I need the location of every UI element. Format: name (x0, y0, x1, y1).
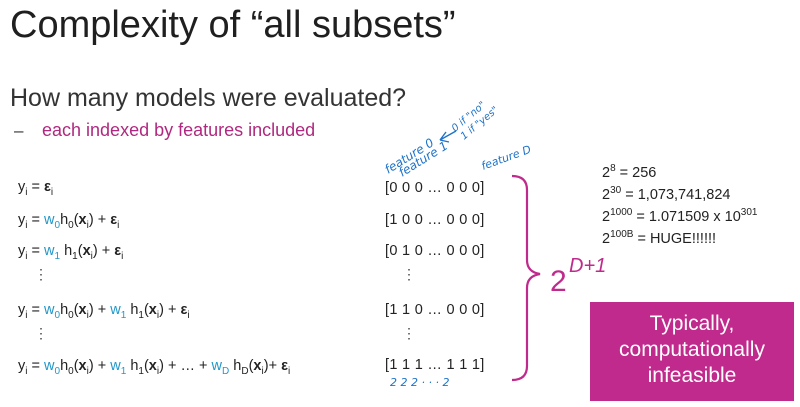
feature-vector: [0 0 0 … 0 0 0] (385, 180, 485, 196)
feature-vector: [1 0 0 … 0 0 0] (385, 212, 485, 228)
equation-row-1: yi = εi (18, 179, 54, 198)
bullet-dash: – (14, 121, 24, 140)
slide-subtitle: How many models were evaluated? (10, 84, 407, 112)
callout-line: infeasible (647, 364, 737, 387)
callout-line: Typically, (649, 312, 735, 335)
power-fact: 230 = 1,073,741,824 (602, 185, 731, 203)
power-fact: 2100B = HUGE!!!!!! (602, 229, 717, 247)
vertical-ellipsis: ⋮ (34, 266, 48, 282)
curly-brace (511, 174, 541, 382)
feature-vector: [1 1 1 … 1 1 1] (385, 357, 485, 373)
arrow-note (439, 130, 457, 143)
slide-title: Complexity of “all subsets” (10, 4, 456, 46)
infeasible-callout: Typically, computationally infeasible (590, 302, 794, 401)
vertical-ellipsis: ⋮ (402, 266, 416, 282)
total-count-exponent: D+1 (569, 255, 606, 277)
total-count: 2 (550, 265, 567, 298)
feature-vector: [1 1 0 … 0 0 0] (385, 302, 485, 318)
power-fact: 21000 = 1.071509 x 10301 (602, 207, 758, 225)
callout-line: computationally (619, 338, 765, 361)
vertical-ellipsis: ⋮ (34, 325, 48, 341)
count-per-feature-note: 2 2 2 · · · 2 (390, 376, 449, 389)
equation-row-2: yi = w0h0(xi) + εi (18, 212, 120, 231)
bullet-text: each indexed by features included (42, 120, 316, 140)
equation-row-5: yi = w0h0(xi) + w1 h1(xi) + … + wD hD(xi… (18, 358, 291, 377)
feature-d-note: feature D (480, 143, 533, 173)
equation-row-3: yi = w1 h1(xi) + εi (18, 243, 124, 262)
equation-row-4: yi = w0h0(xi) + w1 h1(xi) + εi (18, 302, 190, 321)
feature-vector: [0 1 0 … 0 0 0] (385, 243, 485, 259)
power-fact: 28 = 256 (602, 163, 657, 181)
vertical-ellipsis: ⋮ (402, 325, 416, 341)
